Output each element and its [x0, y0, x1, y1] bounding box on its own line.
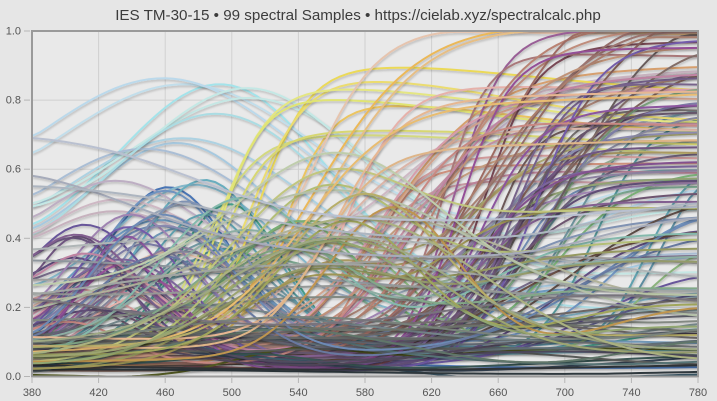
svg-text:780: 780 [689, 387, 707, 399]
svg-text:500: 500 [223, 387, 241, 399]
svg-text:420: 420 [89, 387, 107, 399]
svg-text:380: 380 [23, 387, 41, 399]
svg-text:540: 540 [289, 387, 307, 399]
svg-text:1.0: 1.0 [6, 26, 21, 38]
svg-text:0.2: 0.2 [6, 302, 21, 314]
svg-text:0.0: 0.0 [6, 371, 21, 383]
svg-text:740: 740 [622, 387, 640, 399]
svg-text:IES TM-30-15 • 99 spectral Sam: IES TM-30-15 • 99 spectral Samples • htt… [115, 7, 601, 24]
svg-text:0.8: 0.8 [6, 95, 21, 107]
svg-text:460: 460 [156, 387, 174, 399]
svg-text:620: 620 [422, 387, 440, 399]
svg-text:580: 580 [356, 387, 374, 399]
svg-text:700: 700 [556, 387, 574, 399]
svg-text:0.4: 0.4 [6, 233, 21, 245]
svg-text:660: 660 [489, 387, 507, 399]
svg-text:0.6: 0.6 [6, 164, 21, 176]
